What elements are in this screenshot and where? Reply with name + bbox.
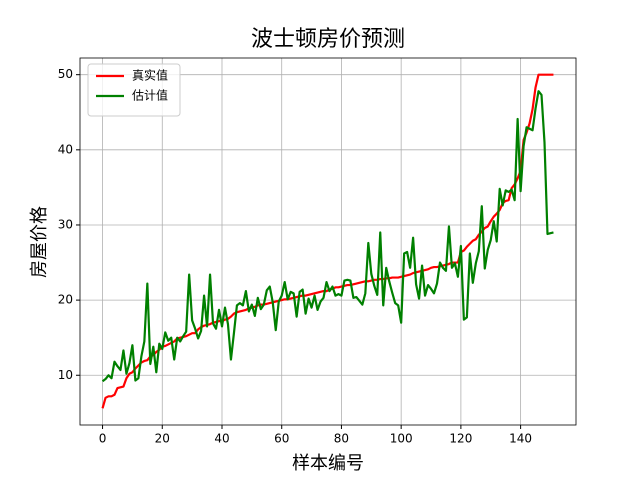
- x-tick-label: 0: [99, 432, 107, 446]
- x-tick-label: 20: [155, 432, 170, 446]
- y-tick-label: 30: [58, 217, 73, 231]
- y-axis-label: 房屋价格: [29, 206, 50, 278]
- y-tick-label: 40: [58, 142, 73, 156]
- x-tick-label: 80: [334, 432, 349, 446]
- x-tick-label: 60: [274, 432, 289, 446]
- x-tick-label: 100: [390, 432, 413, 446]
- series-line: [101, 90, 554, 383]
- x-tick-label: 140: [509, 432, 532, 446]
- legend-label: 真实值: [132, 68, 168, 83]
- y-tick-label: 20: [58, 293, 73, 307]
- x-tick-label: 120: [449, 432, 472, 446]
- legend-label: 估计值: [132, 88, 168, 103]
- y-tick-label: 10: [58, 368, 73, 382]
- plot-frame: [79, 57, 577, 426]
- y-tick-label: 50: [58, 67, 73, 81]
- x-axis-label: 样本编号: [292, 453, 364, 474]
- chart-title: 波士顿房价预测: [251, 27, 405, 52]
- x-tick-label: 40: [214, 432, 229, 446]
